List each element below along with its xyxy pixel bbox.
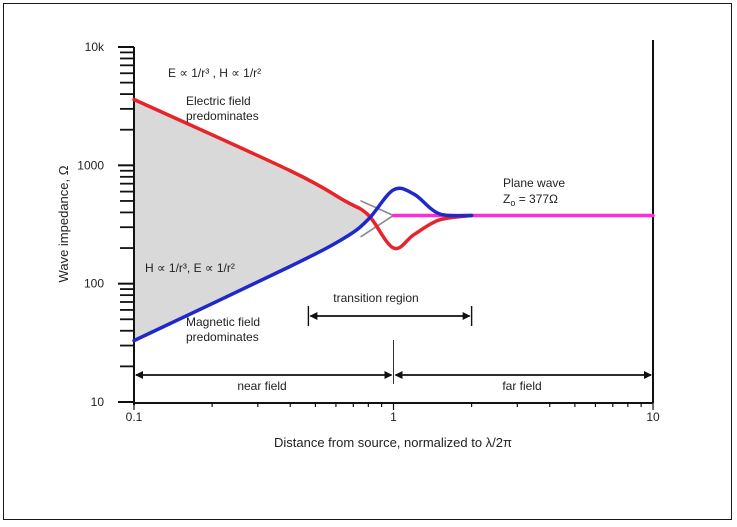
near-field-label: near field (237, 379, 286, 393)
y-tick-labels: 10 100 1000 10k (77, 40, 105, 409)
magnetic-label-line1: Magnetic field (186, 315, 260, 329)
series-layer (132, 97, 655, 343)
x-axis-title: Distance from source, normalized to λ/2π (274, 435, 512, 450)
x-tick-label: 10 (646, 410, 660, 424)
plane-wave-z: Z (503, 192, 510, 206)
y-tick-label: 100 (84, 277, 104, 291)
electric-label-line2: predominates (186, 109, 259, 123)
magnetic-impedance-line (132, 186, 474, 343)
plane-wave-label: Plane wave (503, 176, 565, 190)
y-tick-label: 10 (91, 395, 105, 409)
magnetic-formula: H ∝ 1/r³, E ∝ 1/r² (145, 261, 235, 275)
electric-formula: E ∝ 1/r³ , H ∝ 1/r² (168, 66, 261, 80)
magnetic-label-line2: predominates (186, 330, 259, 344)
y-tick-label: 1000 (77, 158, 104, 172)
electric-label-line1: Electric field (186, 94, 251, 108)
y-ticks (118, 46, 134, 403)
x-tick-label: 1 (390, 410, 397, 424)
electric-impedance-line (132, 97, 474, 251)
plane-wave-z-value: = 377Ω (515, 192, 558, 206)
y-axis-title: Wave impedance, Ω (56, 165, 71, 282)
transition-region-label: transition region (333, 291, 418, 305)
y-tick-label: 10k (85, 40, 105, 54)
x-ticks (133, 403, 654, 410)
x-tick-label: 0.1 (126, 410, 143, 424)
near-field-shading (134, 99, 376, 341)
plane-wave-z-subscript: o (510, 198, 515, 208)
plane-wave-impedance: Zo = 377Ω (503, 192, 558, 208)
x-tick-labels: 0.1 1 10 (126, 410, 660, 424)
far-field-label: far field (502, 379, 541, 393)
chart-frame (3, 3, 732, 520)
